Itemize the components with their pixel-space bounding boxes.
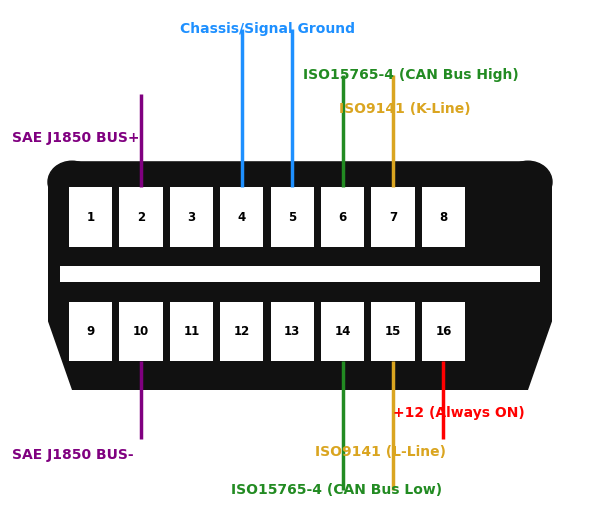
Bar bbox=[321, 302, 364, 361]
Bar bbox=[371, 302, 415, 361]
Text: 1: 1 bbox=[86, 211, 95, 224]
Bar bbox=[69, 302, 112, 361]
Bar bbox=[180, 285, 203, 302]
Bar bbox=[79, 285, 102, 302]
Bar bbox=[331, 285, 354, 302]
Text: 16: 16 bbox=[435, 325, 452, 338]
Bar bbox=[170, 187, 213, 247]
Bar bbox=[321, 187, 364, 247]
Text: SAE J1850 BUS+: SAE J1850 BUS+ bbox=[12, 131, 139, 145]
Bar bbox=[271, 302, 314, 361]
Bar bbox=[422, 302, 465, 361]
Bar bbox=[119, 302, 163, 361]
Text: 8: 8 bbox=[439, 211, 448, 224]
Text: Chassis/Signal Ground: Chassis/Signal Ground bbox=[180, 22, 355, 35]
Text: 3: 3 bbox=[187, 211, 196, 224]
Text: 9: 9 bbox=[86, 325, 95, 338]
Text: +12 (Always ON): +12 (Always ON) bbox=[393, 407, 525, 420]
Text: ISO9141 (L-Line): ISO9141 (L-Line) bbox=[315, 446, 446, 459]
Bar bbox=[382, 247, 404, 264]
Bar bbox=[119, 187, 163, 247]
Bar bbox=[281, 285, 304, 302]
Bar bbox=[422, 187, 465, 247]
Text: 12: 12 bbox=[233, 325, 250, 338]
Bar bbox=[432, 285, 455, 302]
Bar bbox=[271, 187, 314, 247]
Text: 5: 5 bbox=[288, 211, 296, 224]
Bar bbox=[371, 187, 415, 247]
Text: 15: 15 bbox=[385, 325, 401, 338]
Bar bbox=[432, 247, 455, 264]
Text: 2: 2 bbox=[137, 211, 145, 224]
Bar bbox=[230, 247, 253, 264]
Text: ISO9141 (K-Line): ISO9141 (K-Line) bbox=[339, 102, 470, 116]
Bar bbox=[220, 302, 263, 361]
Bar bbox=[69, 187, 112, 247]
Text: 11: 11 bbox=[183, 325, 200, 338]
Text: ISO15765-4 (CAN Bus High): ISO15765-4 (CAN Bus High) bbox=[303, 69, 519, 82]
Text: 7: 7 bbox=[389, 211, 397, 224]
Text: 10: 10 bbox=[133, 325, 149, 338]
Bar bbox=[281, 247, 304, 264]
Bar bbox=[130, 247, 152, 264]
Circle shape bbox=[48, 161, 96, 203]
Bar bbox=[170, 302, 213, 361]
Text: 4: 4 bbox=[238, 211, 246, 224]
Bar bbox=[180, 247, 203, 264]
Bar bbox=[230, 285, 253, 302]
Text: 6: 6 bbox=[338, 211, 347, 224]
Bar bbox=[220, 187, 263, 247]
Bar bbox=[60, 266, 540, 282]
Bar bbox=[79, 247, 102, 264]
Text: 14: 14 bbox=[334, 325, 351, 338]
Polygon shape bbox=[48, 161, 552, 390]
Bar bbox=[331, 247, 354, 264]
Text: 13: 13 bbox=[284, 325, 301, 338]
Text: ISO15765-4 (CAN Bus Low): ISO15765-4 (CAN Bus Low) bbox=[231, 483, 442, 497]
Circle shape bbox=[504, 161, 552, 203]
Bar bbox=[130, 285, 152, 302]
Bar bbox=[382, 285, 404, 302]
Text: SAE J1850 BUS-: SAE J1850 BUS- bbox=[12, 448, 134, 462]
